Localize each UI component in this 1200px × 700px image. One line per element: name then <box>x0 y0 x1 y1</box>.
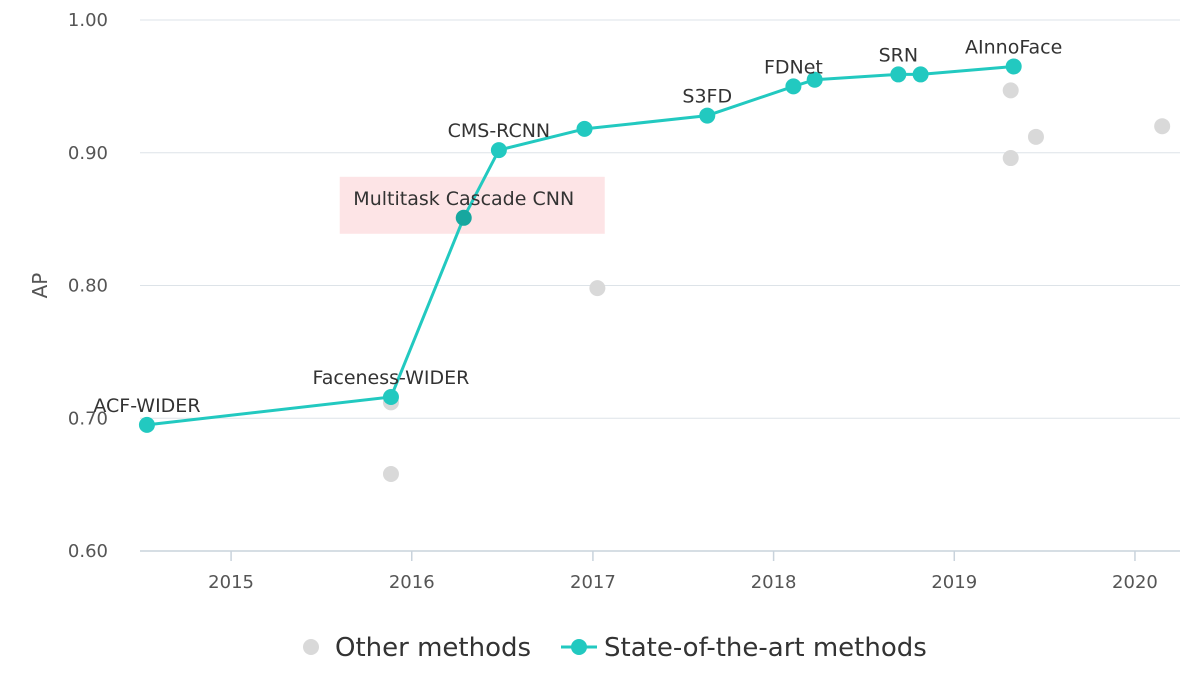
sota-point-label: ACF-WIDER <box>93 395 200 417</box>
y-axis-title: AP <box>28 273 52 299</box>
sota-point-label: FDNet <box>764 56 823 78</box>
other-method-point <box>382 466 399 483</box>
sota-method-point <box>785 78 802 95</box>
x-tick-label: 2018 <box>751 572 797 593</box>
sota-method-point <box>576 120 593 137</box>
legend-item-other[interactable]: Other methods <box>303 633 531 663</box>
label-layer: ACF-WIDER Faceness-WIDER Multitask Cascade… <box>93 36 1062 416</box>
sota-method-point <box>382 389 399 406</box>
sota-method-point <box>138 416 155 433</box>
x-tick-label: 2016 <box>389 572 435 593</box>
other-method-point <box>1154 118 1171 135</box>
sota-method-point <box>490 142 507 159</box>
x-tick-label: 2015 <box>208 572 254 593</box>
legend-item-sota[interactable]: State-of-the-art methods <box>561 633 927 663</box>
legend-other-marker <box>303 639 319 655</box>
sota-point-label: Multitask Cascade CNN <box>353 188 574 210</box>
legend: Other methods State-of-the-art methods <box>303 633 927 663</box>
legend-sota-marker <box>571 639 587 655</box>
sota-point-label: S3FD <box>682 86 732 108</box>
highlight-layer <box>339 176 605 234</box>
x-tick-label: 2020 <box>1112 572 1158 593</box>
y-tick-label: 0.70 <box>68 408 108 429</box>
other-method-point <box>589 280 606 297</box>
x-tick-label: 2019 <box>931 572 977 593</box>
y-tick-label: 0.80 <box>68 276 108 297</box>
sota-method-point <box>806 71 823 88</box>
sota-method-point <box>890 66 907 83</box>
sota-point-label: Faceness-WIDER <box>313 367 470 389</box>
other-method-point <box>1002 150 1019 167</box>
series-layer <box>138 58 1171 483</box>
highlight-box <box>339 176 605 234</box>
grid-layer <box>140 19 1180 552</box>
x-tick-label: 2017 <box>570 572 616 593</box>
legend-sota-label: State-of-the-art methods <box>604 633 927 663</box>
y-tick-label: 0.60 <box>68 541 108 562</box>
sota-method-point <box>699 107 716 124</box>
other-method-point <box>1002 82 1019 99</box>
sota-point-label: CMS-RCNN <box>448 120 551 142</box>
sota-point-label: AInnoFace <box>965 36 1062 58</box>
y-tick-label: 1.00 <box>68 10 108 31</box>
sota-method-point <box>455 209 472 226</box>
sota-line <box>146 65 1014 427</box>
axis-layer: 0.60 0.70 0.80 0.90 1.00 2015 2016 2017 2018 2019… <box>28 10 1180 593</box>
legend-other-label: Other methods <box>335 633 531 663</box>
sota-method-point <box>912 66 929 83</box>
y-tick-label: 0.90 <box>68 143 108 164</box>
sota-method-point <box>1005 58 1022 75</box>
other-method-point <box>1027 128 1044 145</box>
sota-point-label: SRN <box>879 44 918 66</box>
